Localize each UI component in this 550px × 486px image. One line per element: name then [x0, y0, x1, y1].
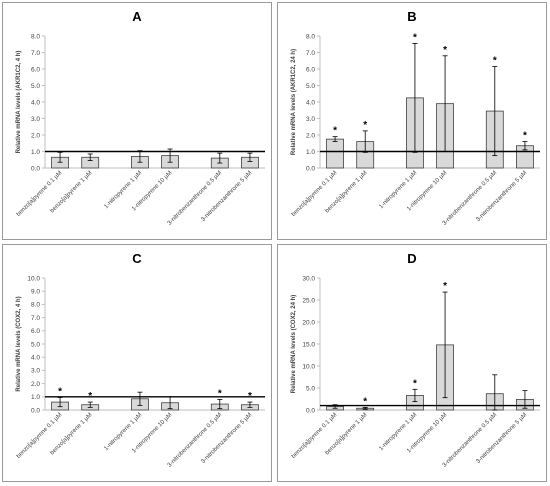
y-tick-label: 7.0: [31, 50, 40, 57]
significance-marker: *: [58, 386, 62, 397]
category-label: 3-nitrobenzanthrone 0.5 µM: [167, 412, 223, 468]
y-tick-label: 3.0: [31, 368, 40, 375]
significance-marker: *: [363, 120, 367, 131]
category-label: 3-nitrobenzanthrone 0.5 µM: [442, 170, 498, 226]
panel-letter: B: [407, 9, 417, 24]
y-tick-label: 8.0: [306, 33, 315, 40]
panel-letter: C: [132, 251, 142, 266]
significance-marker: *: [413, 378, 417, 389]
y-axis-title: Relative mRNA levels (AKR1C2, 24 h): [291, 49, 297, 155]
significance-marker: *: [218, 388, 222, 399]
y-axis-title: Relative mRNA levels (COX2, 24 h): [291, 295, 297, 393]
bar: [326, 138, 344, 169]
y-tick-label: 3.0: [306, 116, 315, 123]
category-label: 3-nitrobenzanthrone 5 µM: [200, 170, 253, 223]
y-tick-label: 15.0: [302, 341, 315, 348]
chart-a-svg: 0.0 1.0 2.0 3.0 4.0 5.0 6.0 7.0 8.0 Relative mRNA…: [16, 33, 265, 227]
chart-panel-c: C 0.0 1.0 2.0 3.0 4.0 5.0 6.0 7.0 8.0 9.0 10.0 Rela…: [2, 244, 272, 482]
y-tick-label: 0.0: [306, 407, 315, 414]
y-tick-label: 3.0: [31, 116, 40, 123]
chart-b-svg: 0.0 1.0 2.0 3.0 4.0 5.0 6.0 7.0 8.0 Relative mRNA…: [291, 32, 540, 227]
panel-letter: D: [407, 251, 417, 266]
y-tick-label: 4.0: [31, 355, 40, 362]
y-tick-label: 8.0: [31, 33, 40, 40]
category-label: 3-nitrobenzanthrone 5 µM: [475, 412, 528, 465]
category-label: 3-nitrobenzanthrone 0.5 µM: [442, 412, 498, 468]
y-tick-label: 30.0: [302, 275, 315, 282]
y-tick-label: 6.0: [31, 66, 40, 73]
y-axis-title: Relative mRNA levels (COX2, 4 h): [16, 296, 22, 391]
y-tick-label: 7.0: [31, 315, 40, 322]
y-tick-label: 1.0: [306, 149, 315, 156]
y-tick-label: 0.0: [31, 407, 40, 414]
significance-marker: *: [363, 396, 367, 407]
y-tick-label: 8.0: [31, 302, 40, 309]
category-label: 3-nitrobenzanthrone 5 µM: [200, 412, 253, 465]
chart-panel-a: A 0.0 1.0 2.0 3.0 4.0 5.0 6.0 7.0 8.0 Relative mR…: [2, 2, 272, 240]
significance-marker: *: [413, 32, 417, 43]
y-tick-label: 10.0: [302, 363, 315, 370]
y-tick-label: 20.0: [302, 319, 315, 326]
y-tick-label: 0.0: [31, 165, 40, 172]
y-tick-label: 25.0: [302, 297, 315, 304]
y-tick-label: 5.0: [306, 83, 315, 90]
y-tick-label: 5.0: [31, 83, 40, 90]
y-tick-label: 0.0: [306, 165, 315, 172]
y-tick-label: 4.0: [31, 99, 40, 106]
chart-panel-b: B 0.0 1.0 2.0 3.0 4.0 5.0 6.0 7.0 8.0 Relative mR…: [277, 2, 547, 240]
y-tick-label: 9.0: [31, 289, 40, 296]
significance-marker: *: [493, 56, 497, 67]
y-tick-label: 6.0: [306, 66, 315, 73]
y-tick-label: 1.0: [31, 394, 40, 401]
significance-marker: *: [443, 45, 447, 56]
y-axis-title: Relative mRNA levels (AKR1C2, 4 h): [16, 51, 22, 154]
y-tick-label: 6.0: [31, 328, 40, 335]
y-tick-label: 5.0: [306, 385, 315, 392]
chart-c-svg: 0.0 1.0 2.0 3.0 4.0 5.0 6.0 7.0 8.0 9.0 10.0 Relati…: [16, 275, 265, 469]
significance-marker: *: [523, 131, 527, 142]
significance-marker: *: [443, 281, 447, 292]
y-tick-label: 4.0: [306, 99, 315, 106]
y-tick-label: 2.0: [31, 381, 40, 388]
category-label: 3-nitrobenzanthrone 0.5 µM: [167, 170, 223, 226]
significance-marker: *: [333, 126, 337, 137]
panel-letter: A: [132, 9, 142, 24]
y-tick-label: 7.0: [306, 50, 315, 57]
category-label: 3-nitrobenzanthrone 5 µM: [475, 170, 528, 223]
y-tick-label: 1.0: [31, 149, 40, 156]
chart-d-svg: 0.0 5.0 10.0 15.0 20.0 25.0 30.0 Relative mRNA …: [291, 275, 540, 469]
y-tick-label: 2.0: [31, 132, 40, 139]
chart-panel-d: D 0.0 5.0 10.0 15.0 20.0 25.0 30.0 Relative mRN…: [277, 244, 547, 482]
y-tick-label: 10.0: [27, 275, 40, 282]
y-tick-label: 2.0: [306, 132, 315, 139]
y-tick-label: 5.0: [31, 341, 40, 348]
